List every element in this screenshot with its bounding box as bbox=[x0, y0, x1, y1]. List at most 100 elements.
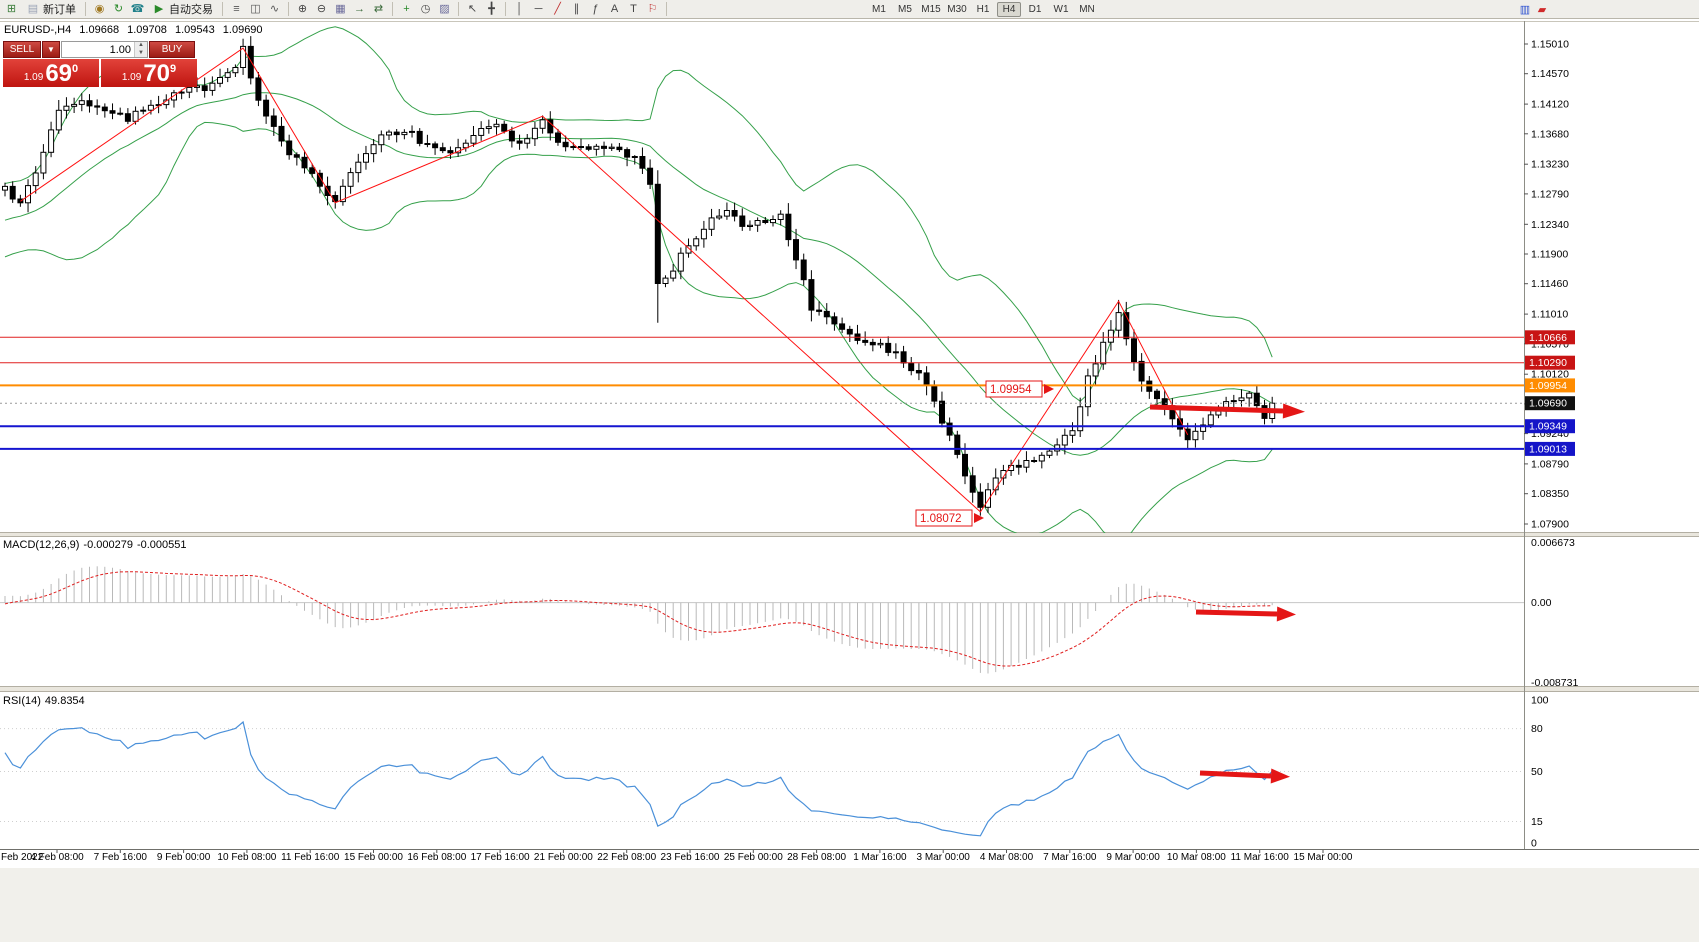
time-axis-label: 23 Feb 16:00 bbox=[660, 852, 720, 863]
time-axis-label: 4 Mar 08:00 bbox=[979, 852, 1034, 863]
periods-icon[interactable]: ◷ bbox=[416, 1, 435, 17]
time-axis-label: 1 Mar 16:00 bbox=[853, 852, 907, 863]
label-icon[interactable]: T bbox=[624, 1, 643, 17]
buy-price-button[interactable]: 1.09 70 9 bbox=[101, 59, 197, 87]
price-axis-label: 1.15010 bbox=[1531, 39, 1569, 51]
vertical-line-icon[interactable]: │ bbox=[510, 1, 529, 17]
rsi-axis-label: 80 bbox=[1531, 723, 1543, 735]
support-icon: ☎ bbox=[130, 3, 145, 15]
time-axis-label: 3 Mar 00:00 bbox=[916, 852, 970, 863]
vertical-line-icon: │ bbox=[516, 3, 523, 15]
refresh-icon[interactable]: ↻ bbox=[109, 1, 128, 17]
zoom-in-icon[interactable]: ⊕ bbox=[293, 1, 312, 17]
rsi-value: 49.8354 bbox=[44, 695, 85, 707]
price-axis-label: 1.12340 bbox=[1531, 219, 1569, 231]
timeframe-button-m30[interactable]: M30 bbox=[947, 4, 967, 15]
timeframe-button-d1[interactable]: D1 bbox=[1028, 4, 1042, 15]
arrows-icon[interactable]: ⚐ bbox=[643, 1, 662, 17]
toolbar-separator bbox=[392, 2, 393, 16]
zoom-out-icon[interactable]: ⊖ bbox=[312, 1, 331, 17]
time-axis-label: 28 Feb 08:00 bbox=[787, 852, 847, 863]
autotrading-button-label: 自动交易 bbox=[169, 4, 213, 16]
expert-advisor-icon[interactable]: ◉ bbox=[90, 1, 109, 17]
chevron-down-icon: ▼ bbox=[47, 45, 55, 54]
price-axis-label: 1.14570 bbox=[1531, 68, 1569, 80]
toolbar-separator bbox=[666, 2, 667, 16]
timeframe-button-h1[interactable]: H1 bbox=[976, 4, 990, 15]
alert-mini-icon[interactable]: ▰ bbox=[1537, 4, 1547, 16]
price-annotation-text: 1.09954 bbox=[990, 384, 1032, 396]
sell-price-button[interactable]: 1.09 69 0 bbox=[3, 59, 99, 87]
trend-arrow[interactable] bbox=[1195, 606, 1296, 622]
bollinger-upper-band bbox=[4, 26, 1273, 402]
cursor-icon[interactable]: ↖ bbox=[463, 1, 482, 17]
trend-arrow[interactable] bbox=[1199, 768, 1290, 784]
zigzag-line[interactable] bbox=[20, 47, 1189, 513]
terminal-mini-icon[interactable]: ▥ bbox=[1519, 4, 1531, 16]
volume-decrease-button[interactable]: ▼ bbox=[135, 49, 147, 57]
horizontal-line-icon[interactable]: ─ bbox=[529, 1, 548, 17]
time-axis: Feb 2022 4 Feb 08:00 7 Feb 16:00 9 Feb 00:0… bbox=[0, 852, 1699, 866]
zoom-out-icon: ⊖ bbox=[316, 3, 327, 15]
time-axis-label: 25 Feb 00:00 bbox=[723, 852, 783, 863]
line-chart-icon[interactable]: ∿ bbox=[265, 1, 284, 17]
chart-shift-icon[interactable]: ⇄ bbox=[369, 1, 388, 17]
text-icon[interactable]: A bbox=[605, 1, 624, 17]
tile-windows-icon[interactable]: ▦ bbox=[331, 1, 350, 17]
candlestick-chart-icon[interactable]: ◫ bbox=[246, 1, 265, 17]
new-chart-icon[interactable]: ⊞ bbox=[2, 1, 21, 17]
timeframe-button-m1[interactable]: M1 bbox=[872, 4, 886, 15]
zoom-in-icon: ⊕ bbox=[297, 3, 308, 15]
main-plot[interactable] bbox=[2, 26, 1276, 544]
time-axis-label: 7 Mar 16:00 bbox=[1043, 852, 1097, 863]
crosshair-icon[interactable]: ╋ bbox=[482, 1, 501, 17]
timeframe-button-h4[interactable]: H4 bbox=[997, 2, 1021, 17]
channel-icon[interactable]: ∥ bbox=[567, 1, 586, 17]
price-tag-text: 1.09954 bbox=[1529, 380, 1567, 392]
panel-splitter[interactable] bbox=[0, 532, 1699, 537]
bar-chart-icon[interactable]: ≡ bbox=[227, 1, 246, 17]
fibonacci-icon[interactable]: ƒ bbox=[586, 1, 605, 17]
timeframe-button-m15[interactable]: M15 bbox=[921, 4, 941, 15]
price-annotation[interactable]: 1.09954 bbox=[985, 380, 1054, 398]
timeframe-button-mn[interactable]: MN bbox=[1079, 4, 1095, 15]
buy-button-small[interactable]: BUY bbox=[149, 41, 195, 58]
panel-splitter[interactable] bbox=[0, 686, 1699, 692]
tile-windows-icon: ▦ bbox=[335, 3, 346, 15]
trendline-icon[interactable]: ╱ bbox=[548, 1, 567, 17]
symbol-period-label: EURUSD-,H4 bbox=[4, 24, 72, 36]
autotrading-button[interactable]: ▶ 自动交易 bbox=[147, 1, 218, 17]
time-axis-label: 9 Feb 00:00 bbox=[156, 852, 211, 863]
time-axis-label: 16 Feb 08:00 bbox=[407, 852, 467, 863]
time-axis-label: 10 Feb 08:00 bbox=[217, 852, 277, 863]
timeframe-button-w1[interactable]: W1 bbox=[1053, 4, 1069, 15]
templates-icon[interactable]: ▨ bbox=[435, 1, 454, 17]
time-axis-label: 15 Mar 00:00 bbox=[1293, 852, 1353, 863]
one-click-trading-panel: SELL ▼ ▲ ▼ BUY 1.09 69 0 1.09 70 bbox=[3, 41, 197, 87]
volume-input[interactable] bbox=[62, 42, 134, 57]
rsi-axis-label: 15 bbox=[1531, 816, 1543, 828]
volume-field: ▲ ▼ bbox=[61, 41, 148, 58]
macd-histogram bbox=[4, 566, 1273, 674]
new-order-button[interactable]: ▤ 新订单 bbox=[21, 1, 81, 17]
price-tag bbox=[1525, 419, 1575, 434]
ohlc-high: 1.09708 bbox=[127, 24, 167, 36]
price-axis-label: 1.11010 bbox=[1531, 309, 1568, 321]
indicators-icon[interactable]: + bbox=[397, 1, 416, 17]
time-axis-label: 4 Feb 08:00 bbox=[30, 852, 84, 863]
candlesticks bbox=[2, 36, 1276, 516]
bottom-strip bbox=[0, 868, 1699, 942]
trend-arrow[interactable] bbox=[1149, 403, 1305, 419]
horizontal-line-icon: ─ bbox=[534, 3, 543, 15]
timeframe-button-m5[interactable]: M5 bbox=[898, 4, 912, 15]
trade-options-dropdown[interactable]: ▼ bbox=[42, 41, 60, 58]
price-annotation[interactable]: 1.08072 bbox=[915, 509, 984, 527]
indicators-icon: + bbox=[403, 3, 410, 15]
support-icon[interactable]: ☎ bbox=[128, 1, 147, 17]
text-icon: A bbox=[610, 3, 619, 15]
sell-button-small[interactable]: SELL bbox=[3, 41, 41, 58]
volume-increase-button[interactable]: ▲ bbox=[135, 42, 147, 50]
auto-scroll-icon[interactable]: → bbox=[350, 1, 369, 17]
